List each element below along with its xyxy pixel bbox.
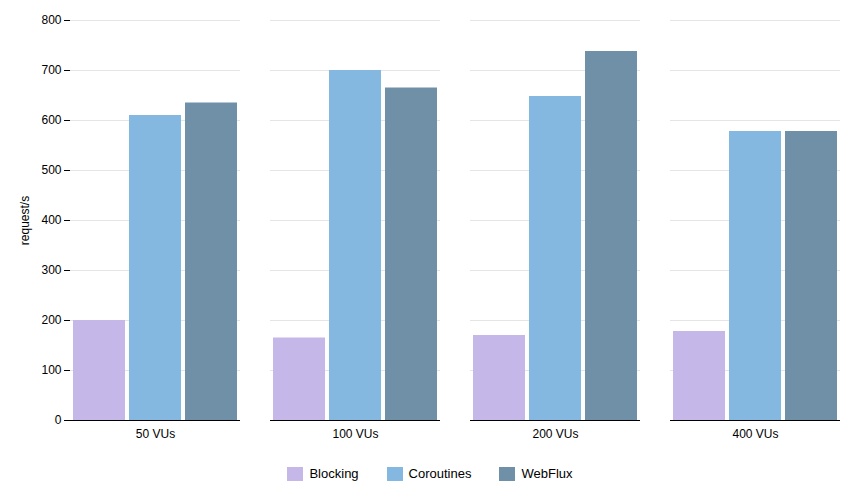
svg-text:600: 600	[41, 113, 61, 127]
html-text:Coroutines: Coroutines	[408, 466, 472, 481]
svg-text:100 VUs: 100 VUs	[332, 427, 378, 441]
svg-text:700: 700	[41, 63, 61, 77]
svg-text:400 VUs: 400 VUs	[732, 427, 778, 441]
html-text:WebFlux: WebFlux	[521, 466, 573, 481]
svg-text:100: 100	[41, 363, 61, 377]
svg-text:200 VUs: 200 VUs	[532, 427, 578, 441]
svg-text:request/s: request/s	[18, 196, 32, 245]
svg-text:50 VUs: 50 VUs	[136, 427, 175, 441]
svg-text:400: 400	[41, 213, 61, 227]
html-text:Blocking: Blocking	[309, 466, 359, 481]
svg-text:0: 0	[55, 413, 62, 427]
svg-text:500: 500	[41, 163, 61, 177]
svg-text:200: 200	[41, 313, 61, 327]
svg-text:800: 800	[41, 13, 61, 27]
svg-text:300: 300	[41, 263, 61, 277]
